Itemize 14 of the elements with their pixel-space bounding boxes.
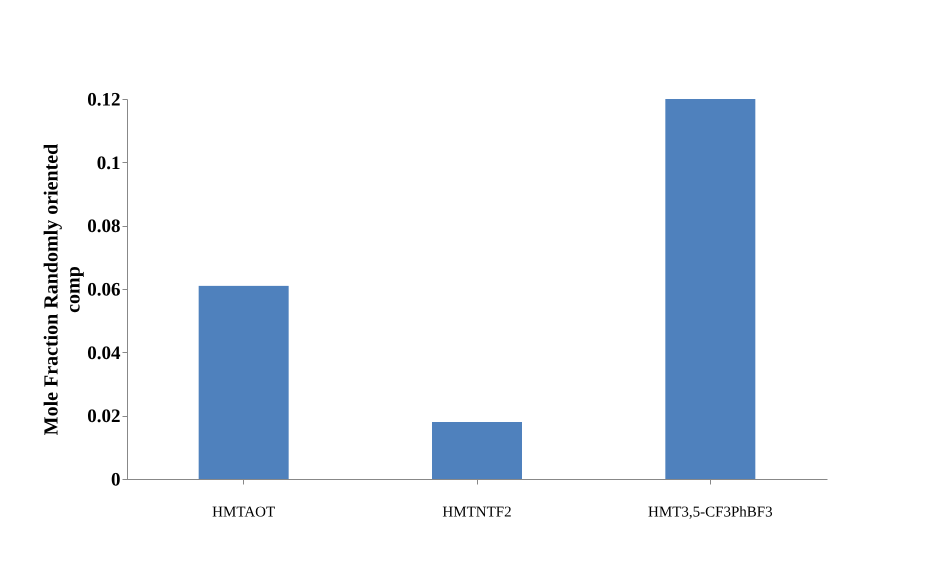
- y-tick-label: 0.02: [87, 406, 120, 428]
- y-tick-label: 0: [111, 470, 120, 490]
- x-tick-label: HMTNTF2: [442, 504, 512, 520]
- y-tick-label: 0.06: [87, 280, 120, 300]
- x-tick-label: HMT3,5-CF3PhBF3: [648, 504, 773, 520]
- x-tick-label: HMTAOT: [212, 504, 276, 520]
- bar: [665, 99, 756, 479]
- y-tick-label: 0.08: [87, 216, 120, 238]
- bar: [432, 422, 522, 479]
- y-tick-label: 0.12: [87, 90, 120, 110]
- y-axis-title: Mole Fraction Randomly oriented comp: [40, 144, 84, 436]
- y-tick-label: 0.1: [96, 152, 120, 174]
- y-tick-label: 0.04: [87, 342, 121, 364]
- bar: [198, 286, 289, 479]
